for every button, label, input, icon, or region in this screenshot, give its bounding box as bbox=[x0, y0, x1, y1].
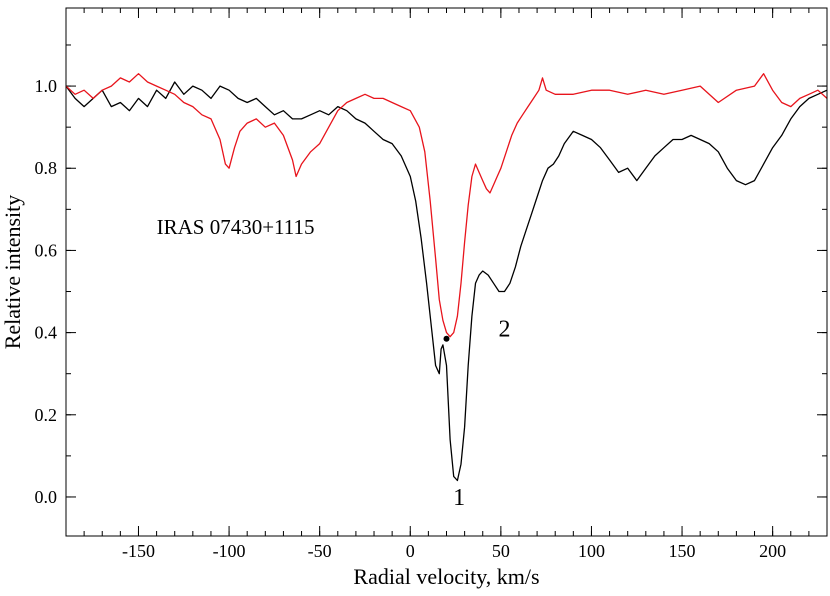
x-tick-label: 100 bbox=[578, 541, 605, 561]
y-tick-label: 0.2 bbox=[35, 405, 58, 425]
x-tick-label: 50 bbox=[492, 541, 510, 561]
y-tick-label: 1.0 bbox=[35, 76, 58, 96]
series-line-black bbox=[65, 81, 828, 482]
x-tick-label: 150 bbox=[669, 541, 696, 561]
plot-frame bbox=[65, 7, 828, 537]
component-2-label: 2 bbox=[498, 317, 510, 343]
y-tick-label: 0.4 bbox=[35, 323, 58, 343]
y-tick-label: 0.6 bbox=[35, 240, 58, 260]
y-tick-label: 0.8 bbox=[35, 158, 58, 178]
x-tick-label: -150 bbox=[122, 541, 155, 561]
y-axis-label: Relative intensity bbox=[0, 195, 25, 350]
x-tick-label: -50 bbox=[308, 541, 332, 561]
x-tick-label: 0 bbox=[406, 541, 415, 561]
annotation-layer bbox=[443, 335, 450, 342]
axis-ticks bbox=[65, 8, 828, 536]
component-1-label: 1 bbox=[453, 485, 465, 511]
x-tick-label: -100 bbox=[213, 541, 246, 561]
series-layer bbox=[65, 73, 828, 482]
y-tick-label: 0.0 bbox=[35, 487, 58, 507]
series-line-red bbox=[65, 73, 828, 338]
plot-content: -150 -100 -50 0 50 100 150 200 0.0 0.2 0.4 0.6 0.8 1.… bbox=[0, 7, 828, 589]
object-name-annotation: IRAS 07430+1115 bbox=[157, 215, 315, 239]
x-tick-label: 200 bbox=[759, 541, 786, 561]
marker-dot bbox=[443, 335, 450, 342]
x-axis-label: Radial velocity, km/s bbox=[353, 564, 539, 589]
tick-labels: -150 -100 -50 0 50 100 150 200 0.0 0.2 0.4 0.6 0.8 1.… bbox=[35, 76, 787, 561]
